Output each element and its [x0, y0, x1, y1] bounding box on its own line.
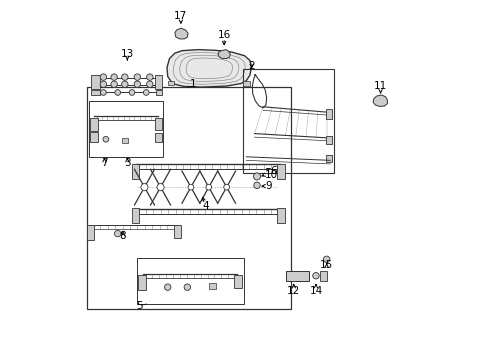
Polygon shape — [372, 95, 386, 107]
Text: 2: 2 — [248, 61, 254, 71]
Circle shape — [224, 184, 229, 190]
Text: 9: 9 — [264, 181, 271, 191]
Text: 3: 3 — [124, 158, 130, 168]
Bar — [155, 133, 162, 143]
Circle shape — [253, 173, 260, 180]
Circle shape — [157, 184, 164, 191]
Bar — [155, 118, 162, 130]
Circle shape — [205, 184, 211, 190]
Circle shape — [253, 182, 260, 189]
Circle shape — [103, 136, 108, 142]
Circle shape — [111, 81, 117, 87]
Text: 17: 17 — [174, 12, 187, 21]
Circle shape — [101, 90, 106, 95]
Circle shape — [146, 81, 153, 87]
Circle shape — [141, 184, 148, 191]
Text: 5: 5 — [136, 301, 142, 311]
Circle shape — [129, 90, 135, 95]
Circle shape — [188, 184, 193, 190]
Polygon shape — [218, 50, 230, 59]
Text: 14: 14 — [309, 287, 322, 296]
Bar — [209, 283, 215, 289]
Circle shape — [122, 81, 128, 87]
Bar — [325, 136, 331, 144]
Bar — [325, 109, 331, 119]
Circle shape — [115, 90, 121, 95]
Polygon shape — [166, 50, 251, 87]
Text: 16: 16 — [217, 30, 230, 40]
Bar — [131, 163, 139, 179]
Bar — [242, 69, 333, 173]
Bar — [277, 163, 284, 179]
Bar — [138, 275, 145, 290]
Text: 7: 7 — [101, 158, 107, 168]
Bar — [174, 225, 181, 238]
Bar — [320, 271, 326, 282]
Bar — [90, 132, 98, 143]
Text: 6: 6 — [269, 166, 276, 176]
Bar — [89, 102, 163, 157]
Bar — [91, 90, 100, 95]
Circle shape — [111, 74, 117, 80]
Bar — [155, 90, 162, 95]
Circle shape — [143, 90, 149, 95]
Circle shape — [134, 74, 140, 80]
Bar — [168, 81, 174, 85]
Bar — [243, 81, 249, 86]
Circle shape — [164, 284, 171, 291]
Bar — [90, 118, 98, 131]
Bar — [131, 208, 139, 223]
Bar — [325, 155, 331, 162]
Circle shape — [323, 256, 329, 262]
Bar — [86, 225, 94, 240]
Circle shape — [122, 74, 128, 80]
Bar — [277, 208, 284, 223]
Circle shape — [114, 230, 121, 237]
Text: 4: 4 — [202, 201, 209, 211]
Text: 13: 13 — [121, 49, 134, 59]
Bar — [136, 258, 244, 304]
Bar — [285, 271, 308, 281]
Bar — [234, 275, 241, 288]
Circle shape — [100, 81, 106, 87]
Circle shape — [312, 273, 319, 279]
Circle shape — [100, 74, 106, 80]
Text: 11: 11 — [373, 81, 386, 91]
Circle shape — [146, 74, 153, 80]
Circle shape — [134, 81, 140, 87]
Bar — [87, 87, 290, 309]
Bar — [155, 75, 162, 89]
Text: 10: 10 — [264, 170, 278, 180]
Text: 12: 12 — [286, 287, 300, 296]
Bar — [122, 138, 127, 143]
Text: 8: 8 — [120, 231, 126, 241]
Bar — [91, 75, 100, 89]
Text: 1: 1 — [189, 79, 196, 89]
Text: 15: 15 — [319, 260, 333, 270]
Polygon shape — [175, 28, 188, 39]
Circle shape — [184, 284, 190, 291]
